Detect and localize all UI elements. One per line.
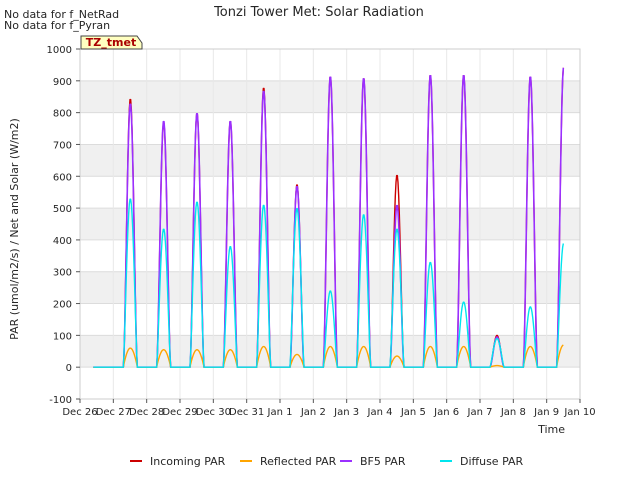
x-tick-label: Jan 6 — [433, 407, 459, 418]
x-tick-label: Jan 8 — [500, 407, 526, 418]
legend: Incoming PAR Reflected PAR BF5 PAR Diffuse … — [130, 455, 524, 468]
x-tick-label: Dec 29 — [162, 407, 197, 418]
y-tick-label: 800 — [53, 109, 72, 120]
y-tick-label: 0 — [66, 363, 72, 374]
series-line-diffuse — [93, 198, 565, 368]
y-tick-label: 300 — [53, 268, 72, 279]
plot-bands — [80, 80, 580, 368]
x-tick-label: Jan 4 — [367, 407, 393, 418]
y-axis-label: PAR (umol/m2/s) / Net and Solar (W/m2) — [8, 118, 21, 340]
plot-band — [80, 208, 580, 240]
annotation-label: TZ_tmet — [86, 36, 136, 49]
y-tick-label: 900 — [53, 77, 72, 88]
x-tick-label: Dec 26 — [62, 407, 97, 418]
plot-band — [80, 335, 580, 368]
y-tick-label: 600 — [53, 172, 72, 183]
plot-band — [80, 144, 580, 177]
y-tick-label: 200 — [53, 300, 72, 311]
y-axis: -100 0 100 200 300 400 500 600 700 800 900 1000 — [47, 45, 80, 406]
y-tick-label: 400 — [53, 236, 72, 247]
chart-title: Tonzi Tower Met: Solar Radiation — [213, 5, 424, 20]
legend-label: Incoming PAR — [150, 455, 226, 468]
x-tick-label: Jan 2 — [300, 407, 326, 418]
x-axis-label: Time — [537, 423, 565, 436]
x-tick-label: Dec 28 — [129, 407, 164, 418]
y-tick-label: 100 — [53, 331, 72, 342]
legend-label: BF5 PAR — [360, 455, 406, 468]
x-tick-label: Dec 27 — [96, 407, 131, 418]
x-tick-label: Dec 31 — [229, 407, 264, 418]
plot-band — [80, 271, 580, 304]
y-tick-label: 1000 — [47, 45, 72, 56]
plot-frame — [79, 48, 581, 400]
legend-label: Reflected PAR — [260, 455, 337, 468]
annotation-box: TZ_tmet — [80, 35, 143, 50]
x-tick-label: Jan 10 — [563, 407, 595, 418]
x-tick-label: Dec 30 — [196, 407, 231, 418]
x-tick-label: Jan 7 — [467, 407, 493, 418]
x-tick-label: Jan 5 — [400, 407, 426, 418]
legend-label: Diffuse PAR — [460, 455, 524, 468]
x-tick-label: Jan 9 — [533, 407, 559, 418]
x-tick-label: Jan 1 — [267, 407, 293, 418]
x-tick-label: Jan 3 — [333, 407, 359, 418]
y-tick-label: -100 — [49, 395, 72, 406]
y-tick-label: 700 — [53, 140, 72, 151]
note-netrad: No data for f_NetRad — [4, 8, 119, 21]
series-layer — [93, 67, 565, 368]
note-pyran: No data for f_Pyran — [4, 19, 110, 32]
y-tick-label: 500 — [53, 204, 72, 215]
